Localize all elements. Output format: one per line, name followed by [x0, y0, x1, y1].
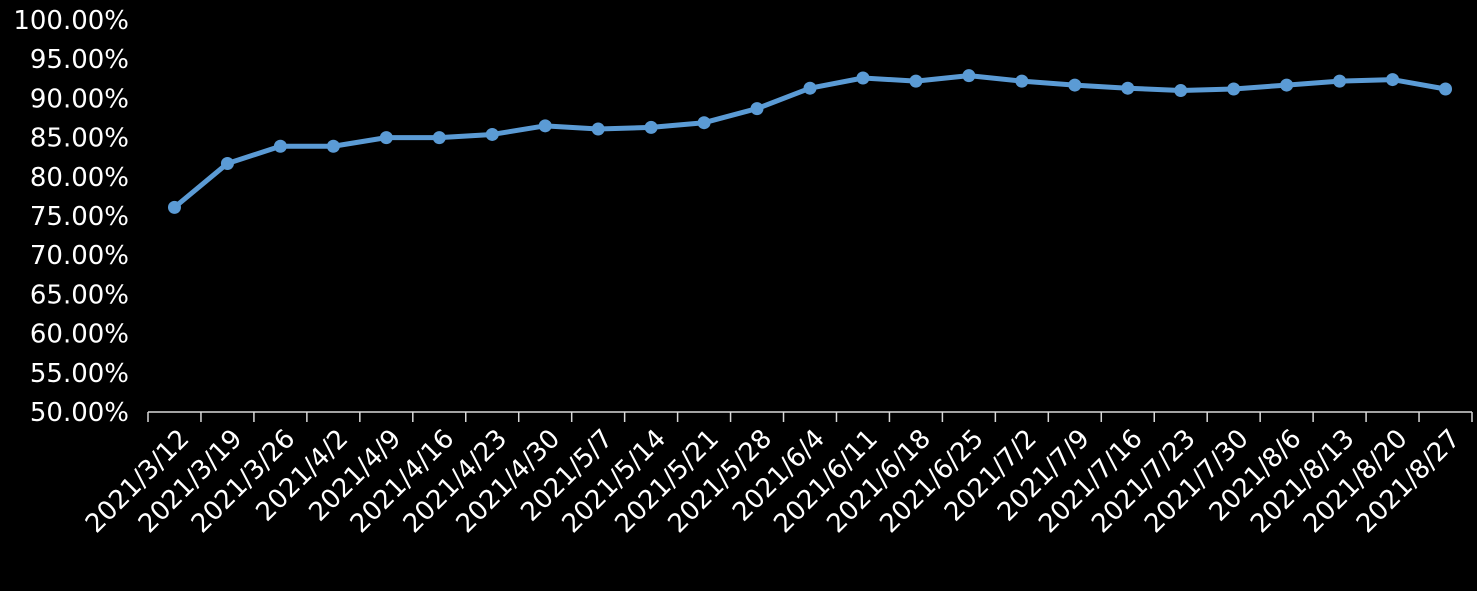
- y-tick-label: 95.00%: [30, 45, 129, 75]
- data-point: [1386, 73, 1400, 87]
- y-tick-label: 50.00%: [30, 398, 129, 428]
- y-tick-label: 55.00%: [30, 359, 129, 389]
- data-point: [1015, 74, 1029, 88]
- data-point: [962, 69, 976, 83]
- data-point: [803, 81, 817, 95]
- series-line: [171, 73, 1449, 210]
- data-point: [1333, 74, 1347, 88]
- y-tick-label: 85.00%: [30, 124, 129, 154]
- y-tick-label: 100.00%: [13, 6, 129, 36]
- data-point: [856, 71, 870, 85]
- data-point: [697, 116, 711, 130]
- series-layer: [167, 69, 1453, 214]
- y-tick-label: 80.00%: [30, 163, 129, 193]
- data-point: [1068, 78, 1082, 92]
- data-point: [644, 120, 658, 134]
- data-point: [273, 139, 287, 153]
- data-point: [326, 139, 340, 153]
- data-point: [485, 127, 499, 141]
- data-point: [167, 200, 181, 214]
- data-point: [1439, 82, 1453, 96]
- y-axis: 50.00% 55.00% 60.00% 65.00% 70.00% 75.00% 80.0…: [13, 6, 129, 428]
- data-point: [750, 102, 764, 116]
- y-tick-label: 65.00%: [30, 280, 129, 310]
- y-tick-label: 70.00%: [30, 241, 129, 271]
- data-point: [220, 156, 234, 170]
- data-point: [379, 131, 393, 145]
- x-axis: 2021/3/122021/3/192021/3/262021/4/22021/…: [80, 411, 1473, 539]
- data-point: [1174, 84, 1188, 98]
- data-point: [1280, 78, 1294, 92]
- data-point: [1121, 81, 1135, 95]
- y-tick-label: 90.00%: [30, 84, 129, 114]
- data-point: [538, 119, 552, 133]
- data-point: [432, 131, 446, 145]
- y-tick-label: 75.00%: [30, 202, 129, 232]
- data-point: [1227, 82, 1241, 96]
- data-point: [591, 122, 605, 136]
- data-point: [909, 74, 923, 88]
- y-tick-label: 60.00%: [30, 320, 129, 350]
